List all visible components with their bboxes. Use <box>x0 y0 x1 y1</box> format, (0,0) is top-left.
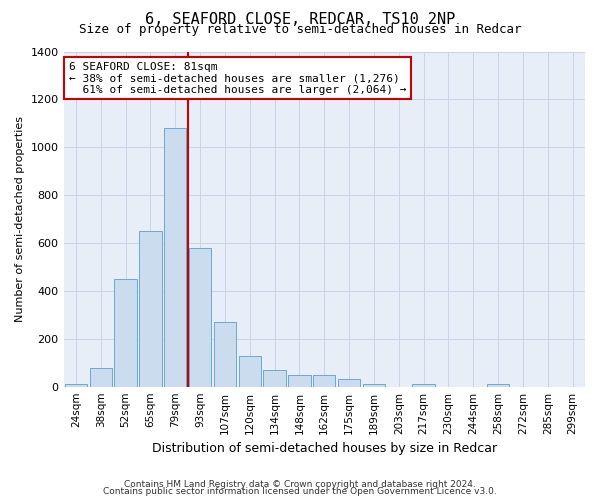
Bar <box>65 384 87 386</box>
Bar <box>239 356 261 386</box>
Bar <box>487 384 509 386</box>
Bar <box>412 384 435 386</box>
Text: Size of property relative to semi-detached houses in Redcar: Size of property relative to semi-detach… <box>79 24 521 36</box>
Text: 6, SEAFORD CLOSE, REDCAR, TS10 2NP: 6, SEAFORD CLOSE, REDCAR, TS10 2NP <box>145 12 455 28</box>
Text: 6 SEAFORD CLOSE: 81sqm
← 38% of semi-detached houses are smaller (1,276)
  61% o: 6 SEAFORD CLOSE: 81sqm ← 38% of semi-det… <box>69 62 406 95</box>
Bar <box>263 370 286 386</box>
Text: Contains public sector information licensed under the Open Government Licence v3: Contains public sector information licen… <box>103 487 497 496</box>
Bar <box>115 279 137 386</box>
Bar <box>363 384 385 386</box>
Bar <box>288 374 311 386</box>
Bar <box>164 128 187 386</box>
Text: Contains HM Land Registry data © Crown copyright and database right 2024.: Contains HM Land Registry data © Crown c… <box>124 480 476 489</box>
Y-axis label: Number of semi-detached properties: Number of semi-detached properties <box>15 116 25 322</box>
Bar <box>89 368 112 386</box>
Bar <box>214 322 236 386</box>
X-axis label: Distribution of semi-detached houses by size in Redcar: Distribution of semi-detached houses by … <box>152 442 497 455</box>
Bar <box>139 231 161 386</box>
Bar <box>189 248 211 386</box>
Bar <box>338 380 360 386</box>
Bar <box>313 374 335 386</box>
